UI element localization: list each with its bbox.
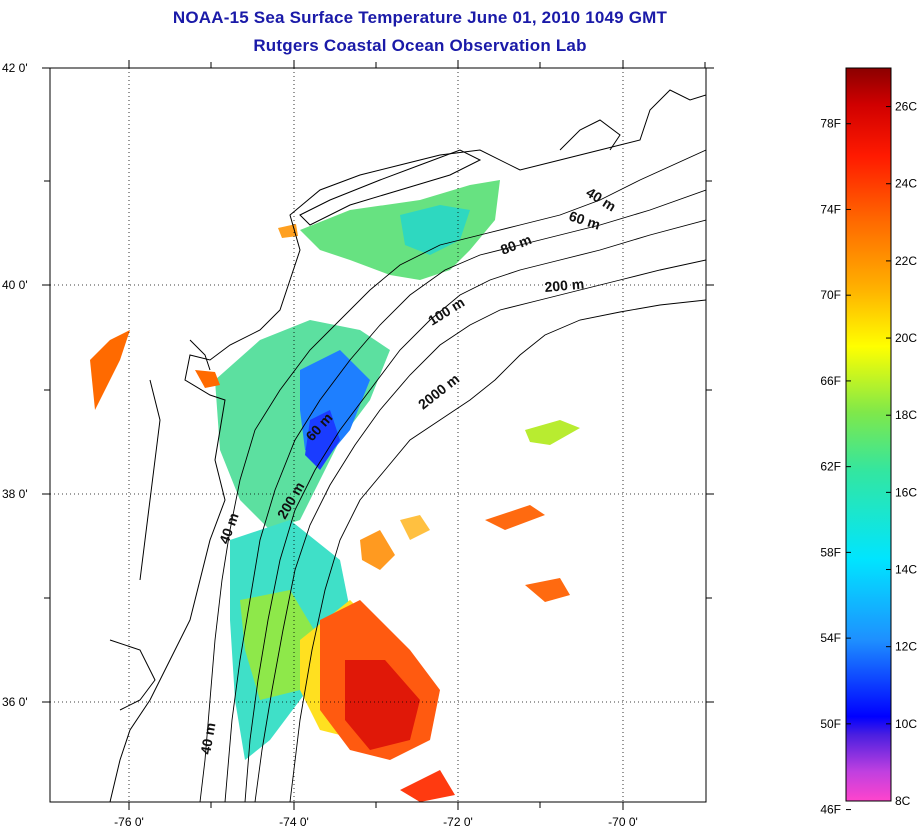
- sst-patch-offshore-4: [525, 578, 570, 602]
- sst-patch-ny-bight: [300, 180, 500, 280]
- lat-label-36: 36 0': [2, 695, 28, 709]
- latitude-labels: 42 0' 40 0' 38 0' 36 0': [2, 61, 28, 709]
- lon-label-70: -70 0': [608, 815, 638, 829]
- sst-patch-offshore-1: [400, 515, 430, 540]
- colorbar-f-label: 58F: [820, 545, 841, 559]
- isobath-2000m: [289, 299, 706, 802]
- sst-patch-offshore-5: [400, 770, 455, 802]
- colorbar-c-label: 24C: [895, 177, 917, 191]
- colorbar-f-label: 50F: [820, 717, 841, 731]
- colorbar-f-label: 54F: [820, 631, 841, 645]
- longitude-labels: -76 0' -74 0' -72 0' -70 0': [114, 815, 638, 829]
- isobath-label-2000m: 2000 m: [415, 371, 462, 413]
- delaware-bay-shore: [189, 339, 211, 371]
- cape-cod: [559, 119, 621, 151]
- colorbar-c-label: 16C: [895, 485, 917, 499]
- sst-patch-ny-harbor: [278, 224, 298, 238]
- sst-patch-delaware-bay: [195, 370, 220, 388]
- coastline: [109, 89, 706, 802]
- isobath-label-40m-south: 40 m: [197, 721, 218, 755]
- lat-label-38: 38 0': [2, 487, 28, 501]
- colorbar-f-label: 46F: [820, 803, 841, 817]
- sst-imagery: [90, 180, 580, 802]
- colorbar-f-label: 62F: [820, 460, 841, 474]
- isobath-60m: [224, 189, 706, 802]
- isobaths: [199, 149, 706, 802]
- colorbar-c-label: 26C: [895, 100, 917, 114]
- map-subtitle: Rutgers Coastal Ocean Observation Lab: [253, 36, 587, 55]
- sst-patch-offshore-2: [485, 505, 545, 530]
- colorbar-f-label: 70F: [820, 288, 841, 302]
- sst-patch-deep-blue: [305, 410, 340, 470]
- colorbar-c-label: 20C: [895, 331, 917, 345]
- lon-label-72: -72 0': [443, 815, 473, 829]
- isobath-40m: [199, 149, 706, 802]
- colorbar-fahrenheit-labels: 78F 74F 70F 66F 62F 58F 54F 50F 46F: [820, 117, 841, 817]
- isobath-200m: [254, 259, 706, 802]
- sst-patch-gulf-stream-core: [345, 660, 420, 750]
- sst-patch-warm-east: [360, 530, 395, 570]
- lon-label-74: -74 0': [279, 815, 309, 829]
- map-frame: [49, 67, 707, 803]
- lat-label-42: 42 0': [2, 61, 28, 75]
- map-title: NOAA-15 Sea Surface Temperature June 01,…: [172, 8, 668, 27]
- colorbar-c-label: 14C: [895, 563, 917, 577]
- colorbar-f-ticks: [846, 123, 851, 811]
- colorbar-f-label: 66F: [820, 374, 841, 388]
- colorbar-c-ticks: [886, 106, 891, 802]
- isobath-label-100m: 100 m: [425, 294, 467, 329]
- chesapeake-bay: [139, 379, 161, 581]
- carolina-sounds: [109, 639, 156, 711]
- isobath-label-200m-north: 200 m: [544, 276, 585, 295]
- isobath-label-40m-north: 40 m: [583, 184, 619, 214]
- colorbar-c-label: 10C: [895, 717, 917, 731]
- colorbar-gradient: [845, 67, 892, 802]
- isobath-80m: [244, 219, 706, 802]
- colorbar: 78F 74F 70F 66F 62F 58F 54F 50F 46F 26C 24C 22C 20C…: [820, 67, 917, 817]
- lat-label-40: 40 0': [2, 278, 28, 292]
- graticule: [50, 68, 706, 802]
- colorbar-celsius-labels: 26C 24C 22C 20C 18C 16C 14C 12C 10C 8C: [895, 100, 917, 808]
- colorbar-c-label: 18C: [895, 408, 917, 422]
- coastline-path: [109, 89, 706, 802]
- axis-ticks: [42, 60, 714, 810]
- colorbar-c-label: 12C: [895, 640, 917, 654]
- long-island: [299, 149, 482, 226]
- colorbar-f-label: 78F: [820, 117, 841, 131]
- colorbar-c-label: 22C: [895, 254, 917, 268]
- sst-patch-offshore-3: [525, 420, 580, 445]
- isobath-label-80m: 80 m: [498, 231, 534, 258]
- lon-label-76: -76 0': [114, 815, 144, 829]
- sst-patch-chesapeake: [90, 330, 130, 410]
- sst-patch-ny-bight-cool: [400, 205, 470, 255]
- colorbar-f-label: 74F: [820, 202, 841, 216]
- colorbar-c-label: 8C: [895, 794, 911, 808]
